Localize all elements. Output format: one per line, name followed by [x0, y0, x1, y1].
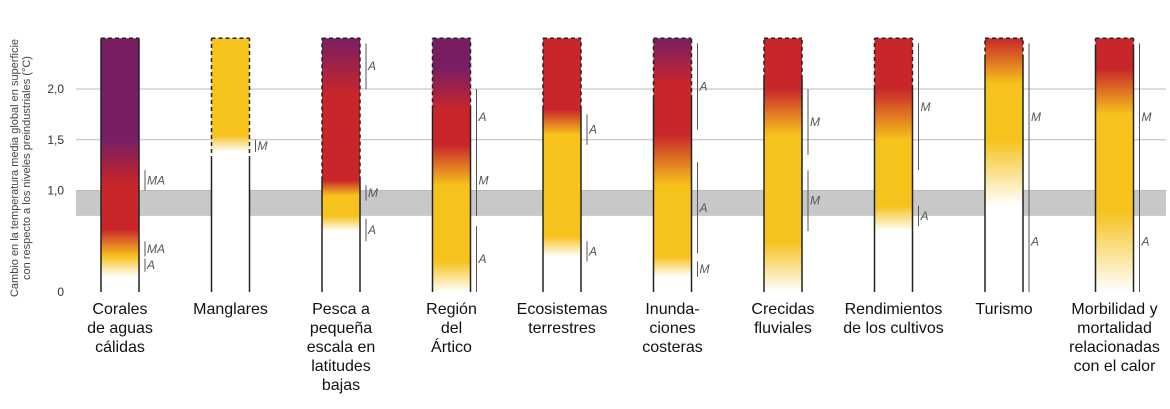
risk-bar-3: A M A	[431, 37, 489, 292]
confidence-label: A	[1030, 234, 1039, 248]
confidence-label: A	[699, 79, 708, 93]
risk-bar-4: AA	[542, 37, 597, 292]
category-label-line: ciones	[649, 320, 695, 337]
y-axis-label: Cambio en la temperatura media global en…	[9, 39, 33, 297]
bar-fill	[653, 38, 692, 292]
confidence-label: A	[146, 258, 155, 272]
category-label-line: terrestres	[528, 320, 596, 337]
risk-bar-8: MA	[984, 37, 1041, 292]
y-tick-label: 1,0	[47, 184, 64, 198]
y-tick-label: 1,5	[47, 133, 64, 147]
confidence-label: M	[700, 262, 710, 276]
confidence-label: A	[478, 110, 487, 124]
category-label: Crecidas fluviales	[751, 301, 814, 337]
risk-bar-6: MM	[763, 37, 820, 292]
category-label-line: pequeña	[310, 320, 372, 337]
category-label: Turismo	[975, 301, 1032, 318]
confidence-label: MA	[147, 173, 165, 187]
bar-fill	[211, 38, 250, 292]
category-label: Corales de aguas cálidas	[87, 301, 153, 356]
category-label-line: escala en	[307, 339, 376, 356]
risk-bar-5: A A M	[652, 37, 710, 292]
category-label: Morbilidad y mortalidad relacionadas con el…	[1069, 301, 1160, 375]
category-label-line: de los cultivos	[843, 320, 944, 337]
category-label-line: Pesca a	[312, 301, 370, 318]
category-label: Inunda-ciones costeras	[642, 301, 702, 356]
confidence-label: A	[920, 209, 929, 223]
category-label-line: bajas	[322, 377, 360, 394]
category-label-line: Morbilidad y	[1071, 301, 1157, 318]
confidence-label: M	[1031, 110, 1041, 124]
category-label: Manglares	[193, 301, 268, 318]
category-labels: Corales de aguas cálidas Manglares Pesca a pe…	[87, 301, 1160, 394]
confidence-label: M	[368, 186, 378, 200]
y-tick-label: 0	[57, 285, 64, 299]
bar-fill	[322, 38, 360, 292]
confidence-label: M	[1142, 110, 1152, 124]
category-label-line: con el calor	[1074, 358, 1156, 375]
bar-fill	[874, 38, 913, 292]
category-label: Región del Ártico	[426, 301, 477, 356]
category-label-line: Corales	[92, 301, 147, 318]
confidence-label: M	[921, 100, 931, 114]
confidence-label: MA	[147, 242, 165, 256]
category-label-line: relacionadas	[1069, 339, 1160, 356]
confidence-label: M	[479, 173, 489, 187]
y-tick-labels: 0 1,0 1,5 2,0	[47, 82, 64, 299]
risk-bar-0: MA MA A	[100, 37, 165, 292]
bar-fill	[764, 38, 802, 292]
bar-fill	[1095, 38, 1134, 292]
risk-bar-1: M	[210, 37, 268, 292]
category-label: Rendimientos de los cultivos	[843, 301, 944, 337]
risk-bar-2: A M A	[321, 37, 378, 292]
confidence-label: A	[478, 252, 487, 266]
bar-fill	[543, 38, 581, 292]
category-label-line: de aguas	[87, 320, 153, 337]
confidence-label: M	[810, 115, 820, 129]
category-label-line: del	[441, 320, 462, 337]
bar-fill	[432, 38, 471, 292]
category-label-line: latitudes	[311, 358, 371, 375]
confidence-label: A	[367, 59, 376, 73]
confidence-label: A	[1141, 234, 1150, 248]
bar-fill	[985, 38, 1023, 292]
category-label-line: fluviales	[754, 320, 812, 337]
bar-fill	[101, 38, 139, 292]
category-label-line: Turismo	[975, 301, 1032, 318]
y-tick-label: 2,0	[47, 82, 64, 96]
confidence-label: M	[810, 194, 820, 208]
category-label-line: Rendimientos	[845, 301, 943, 318]
risk-bar-7: MA	[873, 37, 931, 292]
category-label-line: Inunda-	[645, 301, 699, 318]
category-label-line: Crecidas	[751, 301, 814, 318]
category-label-line: Región	[426, 301, 477, 318]
y-axis-label-line-2: con respecto a los niveles preindustrial…	[21, 56, 33, 280]
category-label-line: Ártico	[431, 337, 472, 356]
category-label-line: mortalidad	[1077, 320, 1152, 337]
category-label: Pesca a pequeña escala en latitudes bajas	[307, 301, 376, 394]
category-label-line: Manglares	[193, 301, 268, 318]
confidence-label: A	[367, 223, 376, 237]
category-label: Ecosistemas terrestres	[517, 301, 608, 337]
category-label-line: cálidas	[95, 339, 145, 356]
confidence-label: A	[699, 201, 708, 215]
category-label-line: Ecosistemas	[517, 301, 608, 318]
risk-bar-9: MA	[1094, 37, 1152, 292]
confidence-label: A	[588, 244, 597, 258]
y-axis-label-line-1: Cambio en la temperatura media global en…	[9, 39, 21, 297]
confidence-label: M	[258, 139, 268, 153]
category-label-line: costeras	[642, 339, 702, 356]
confidence-label: A	[588, 123, 597, 137]
